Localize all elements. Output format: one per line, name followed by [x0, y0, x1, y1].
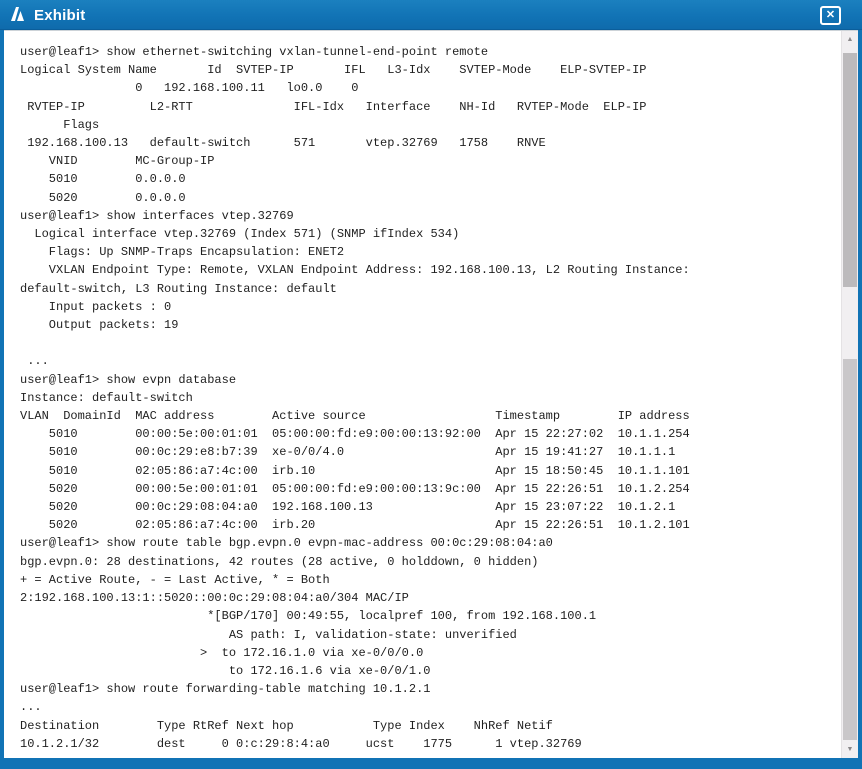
close-button[interactable]: ✕: [820, 6, 841, 25]
scroll-down-button[interactable]: ▼: [842, 741, 858, 758]
scrollbar-thumb-upper[interactable]: [843, 53, 857, 287]
scroll-up-icon: ▲: [846, 36, 854, 43]
window-title: Exhibit: [34, 6, 86, 24]
exhibit-icon: [10, 7, 27, 23]
close-icon: ✕: [825, 9, 836, 21]
exhibit-content: user@leaf1> show ethernet-switching vxla…: [4, 30, 858, 758]
terminal-output: user@leaf1> show ethernet-switching vxla…: [20, 45, 690, 751]
scroll-up-button[interactable]: ▲: [842, 31, 858, 48]
scroll-down-icon: ▼: [846, 746, 854, 753]
titlebar[interactable]: Exhibit ✕: [0, 0, 862, 30]
scrollbar[interactable]: ▲ ▼: [841, 31, 858, 758]
scrollbar-thumb-lower[interactable]: [843, 359, 857, 740]
